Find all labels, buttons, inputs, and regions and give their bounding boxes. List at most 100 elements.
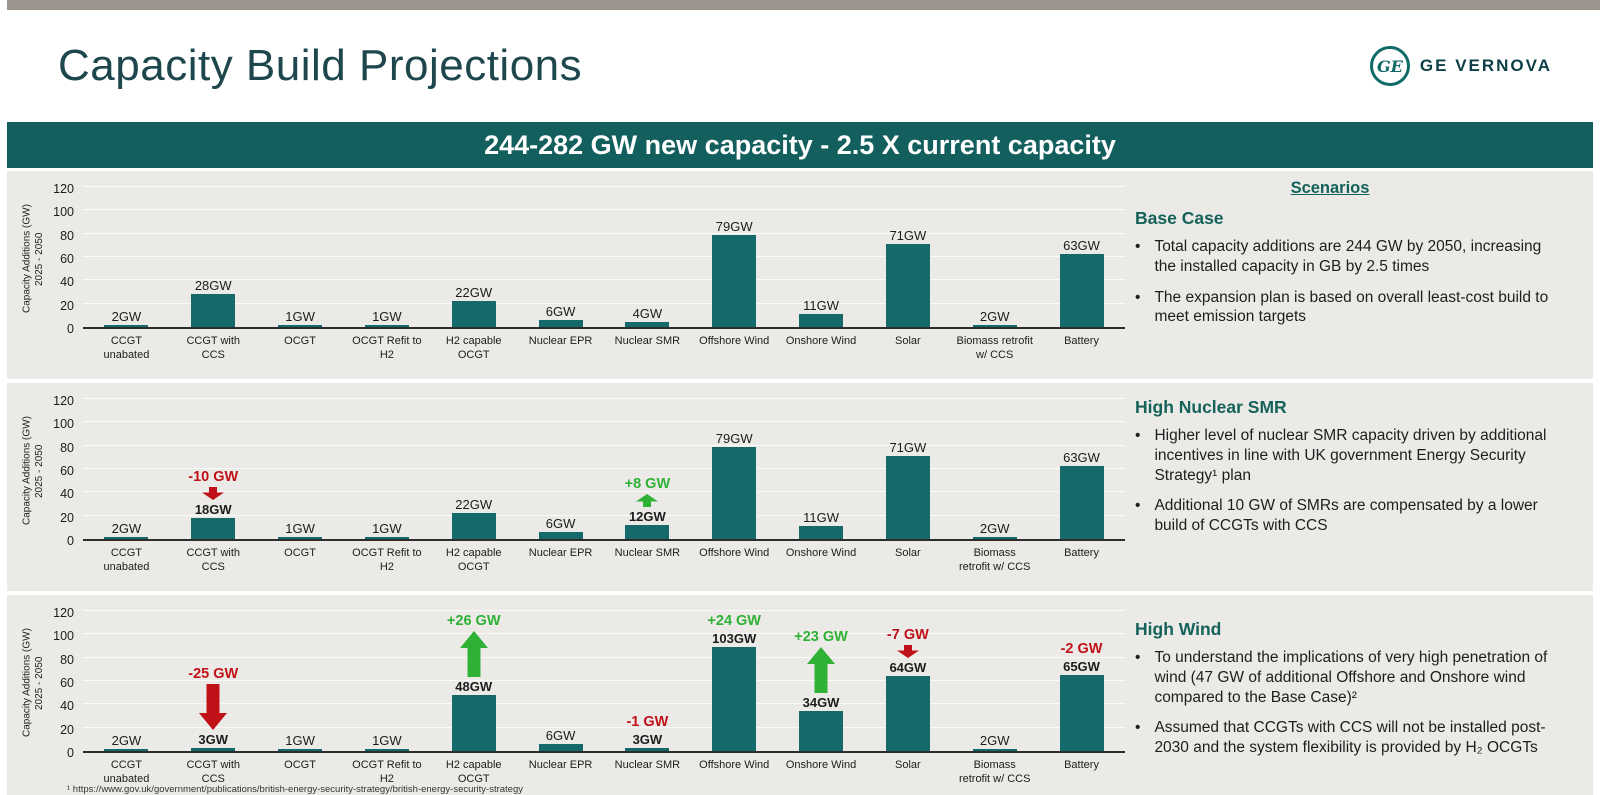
x-axis-category-label: Battery [1064,759,1099,771]
bar-slot: 11GW [778,189,865,327]
scenario-heading-base-case: Base Case [1135,208,1224,228]
chart-bar [885,456,930,539]
delta-annotation: -1 GW [626,714,668,730]
gridline [83,726,1125,728]
x-axis-category-label: OCGT [284,547,316,559]
plot-area: 2GW -10 GW 18GW 1GW 1GW 22GW 6GW +8 GW 12GW 79GW 1… [83,398,1125,541]
chart-bar [191,294,236,327]
scenarios-heading: Scenarios [1290,179,1370,197]
window-top-bar [7,0,1600,10]
x-axis-category-label: CCGT unabated [103,335,150,362]
gridline [83,610,1125,611]
bullet-dot-icon: • [1135,238,1141,255]
delta-annotation: -2 GW [1061,641,1103,657]
y-axis-tick-label: 80 [60,440,74,455]
gridline [83,514,1125,516]
bar-slot: +8 GW 12GW [604,401,691,539]
delta-value-label: -2 GW [1060,641,1103,658]
x-axis-category-label: Solar [895,547,921,559]
bar-value-label: 1GW [285,521,315,536]
y-axis-tick-label: 0 [67,746,74,760]
scenario-bullets-base-case: • Total capacity additions are 244 GW by … [1135,237,1565,327]
y-axis-label: Capacity Additions (GW) 2025 - 2050 [21,416,46,526]
bar-slot: 63GW [1038,189,1125,327]
bar-value-label: 2GW [111,308,142,324]
y-axis-label: Capacity Additions (GW) 2025 - 2050 [21,628,46,738]
bar-slot: 1GW [343,189,430,327]
chart-bar [104,536,149,539]
x-axis-category-label: Nuclear EPR [528,547,593,559]
bar-value-label: 6GW [545,728,576,743]
bar-chart: Capacity Additions (GW) 2025 - 2050 0 20 40… [7,383,1131,575]
bar-value-label: 1GW [285,309,315,324]
x-axis-category-label: H2 capable OCGT [445,759,502,786]
bullet-text: The expansion plan is based on overall l… [1154,288,1549,326]
bar-value-label: 6GW [545,304,576,319]
gridline [83,232,1125,234]
y-axis-tick-label: 80 [60,228,74,243]
bar-value-label: 3GW [198,731,229,747]
ge-vernova-logo-text: GE VERNOVA [1419,56,1552,75]
bar-slot: 79GW [691,401,778,539]
chart-bar [364,325,409,327]
delta-value-label: -1 GW [626,713,669,730]
delta-annotation: +23 GW [794,629,848,694]
delta-value-label: +26 GW [446,613,501,629]
delta-annotation: -7 GW [886,627,929,659]
bar-value-label: 2GW [979,520,1010,536]
x-axis-category-label: CCGT with CCS [186,759,241,786]
chart-bar [104,748,149,751]
chart-bar [364,749,409,751]
bar-value-label: 3GW [632,731,663,747]
gridline [83,703,1125,705]
scenario-heading-high-wind: High Wind [1135,619,1222,639]
page-title: Capacity Build Projections [58,41,583,90]
bar-slot: +24 GW 103GW [691,613,778,751]
delta-value-label: +24 GW [707,613,761,629]
bullet-dot-icon: • [1135,288,1141,306]
delta-arrow-big-up-icon [459,631,488,677]
x-axis-category-label: Onshore Wind [785,547,857,559]
chart-bar [538,320,583,327]
y-axis-tick-label: 40 [60,487,74,502]
x-axis-category-label: Biomass retrofit w/ CCS [958,547,1031,574]
chart-bar [799,711,844,751]
bullet-text: Assumed that CCGTs with CCS will not be … [1154,719,1546,757]
x-axis-category-label: H2 capable OCGT [445,335,502,362]
chart-bar [885,676,930,751]
bar-slot: +23 GW 34GW [778,613,865,751]
bar-slot: -1 GW 3GW [604,613,691,751]
x-axis-category-label: OCGT Refit to H2 [352,759,422,786]
plot-column: 2GW 28GW 1GW 1GW 22GW 6GW 4GW 79GW 11GW 71GW 2GW 63… [83,186,1125,363]
chart-bar [191,747,236,751]
chart-bar [972,748,1017,751]
x-axis-category-label: Solar [895,335,921,347]
delta-value-label: -7 GW [886,627,929,644]
bar-value-label: 79GW [715,430,753,446]
bar-value-label: 12GW [628,509,666,524]
bullet-text: Total capacity additions are 244 GW by 2… [1154,238,1542,275]
chart-bar [972,536,1017,539]
bar-slot: 1GW [257,613,344,751]
chart-bar [538,744,583,751]
x-axis-category-label: Battery [1064,547,1099,559]
notes-high-nuclear-smr: High Nuclear SMR • Higher level of nuclea… [1131,383,1593,591]
chart-bar [364,537,409,539]
x-axis-category-label: OCGT Refit to H2 [352,547,422,574]
notes-base-case: Scenarios Base Case • Total capacity addi… [1131,171,1593,379]
delta-annotation: +24 GW [707,613,761,629]
y-axis-tick-label: 60 [60,676,74,690]
x-axis-category-label: CCGT with CCS [186,335,241,362]
x-axis-category-label: CCGT unabated [103,759,150,786]
bar-value-label: 103GW [712,631,757,646]
y-axis-tick-label: 80 [60,652,74,667]
delta-annotation: -10 GW [188,469,238,500]
y-axis-tick-label: 100 [53,417,74,432]
y-axis-tick-label: 120 [53,394,74,408]
x-axis: CCGT unabated CCGT with CCS OCGT OCGT Refit… [83,334,1125,363]
delta-value-label: -25 GW [188,665,239,682]
bar-value-label: 6GW [545,516,576,531]
chart-bar [625,322,670,327]
x-axis-category-label: Offshore Wind [699,335,770,347]
y-axis-tick-label: 0 [67,534,74,548]
